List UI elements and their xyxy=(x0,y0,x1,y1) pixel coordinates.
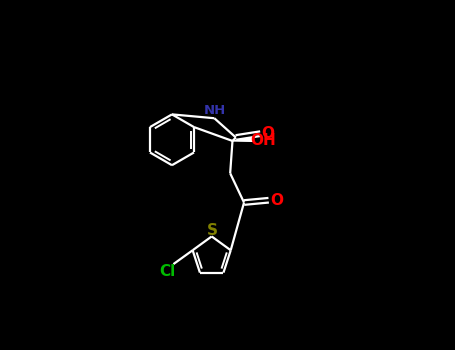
Text: S: S xyxy=(207,223,218,238)
Text: NH: NH xyxy=(204,104,226,117)
Text: O: O xyxy=(270,193,283,208)
Text: Cl: Cl xyxy=(159,264,175,279)
Text: O: O xyxy=(262,126,275,141)
Text: OH: OH xyxy=(250,133,276,148)
Polygon shape xyxy=(233,138,253,141)
